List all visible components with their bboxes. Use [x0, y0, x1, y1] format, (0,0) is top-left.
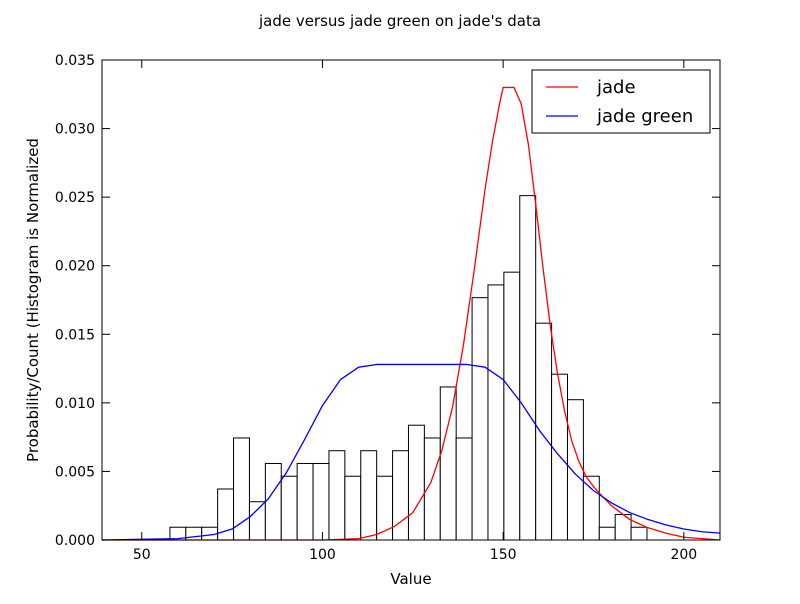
legend-box — [531, 69, 711, 134]
legend: jade jade green — [531, 69, 711, 134]
y-tick-label-1: 0.005 — [55, 464, 95, 480]
y-tick-label-6: 0.030 — [55, 122, 95, 138]
y-axis-title: Probability/Count (Histogram is Normaliz… — [24, 138, 42, 462]
histogram-bar-15 — [407, 424, 425, 541]
histogram-bar-25 — [566, 399, 584, 541]
series-line-jade-green — [101, 363, 721, 541]
x-axis-ticks: 50 100 150 200 — [133, 60, 697, 563]
histogram-bar-10 — [328, 450, 346, 541]
x-tick-label-2: 150 — [490, 547, 517, 563]
histogram-bar-6 — [264, 462, 282, 541]
fit-curves — [101, 86, 721, 541]
x-tick-label-0: 50 — [133, 547, 151, 563]
y-tick-label-3: 0.015 — [55, 327, 95, 343]
y-tick-label-4: 0.020 — [55, 259, 95, 275]
histogram-bar-20 — [487, 284, 505, 541]
histogram-bar-29 — [630, 526, 648, 541]
histogram-bar-17 — [439, 386, 457, 541]
histogram-bar-5 — [248, 501, 266, 541]
histogram-bar-9 — [312, 462, 330, 541]
x-tick-label-3: 200 — [670, 547, 697, 563]
histogram-bar-4 — [233, 437, 250, 541]
histogram-bar-23 — [535, 322, 553, 541]
x-tick-label-1: 100 — [309, 547, 336, 563]
histogram-bars — [169, 195, 648, 541]
plot-frame — [101, 59, 721, 541]
y-tick-label-0: 0.000 — [55, 533, 95, 549]
histogram-bar-7 — [280, 475, 298, 541]
histogram-bar-22 — [519, 195, 537, 541]
legend-label-jade: jade — [596, 77, 636, 98]
histogram-bar-21 — [503, 271, 521, 541]
legend-label-jade-green: jade green — [596, 106, 693, 127]
histogram-bar-19 — [471, 297, 489, 541]
histogram-bar-24 — [551, 373, 568, 541]
y-tick-label-5: 0.025 — [55, 190, 95, 206]
histogram-bar-8 — [296, 462, 314, 541]
y-tick-label-7: 0.035 — [55, 53, 95, 69]
x-axis-title: Value — [390, 570, 431, 588]
histogram-bar-12 — [360, 450, 378, 541]
histogram-bar-11 — [344, 475, 362, 541]
histogram-bar-26 — [582, 475, 600, 541]
histogram-bar-27 — [598, 526, 616, 541]
histogram-bar-18 — [455, 437, 473, 541]
y-tick-label-2: 0.010 — [55, 396, 95, 412]
y-axis-ticks: 0.000 0.005 0.010 0.015 0.020 0.025 0.030 0.035 — [55, 53, 720, 549]
chart-title: jade versus jade green on jade's data — [258, 12, 541, 30]
